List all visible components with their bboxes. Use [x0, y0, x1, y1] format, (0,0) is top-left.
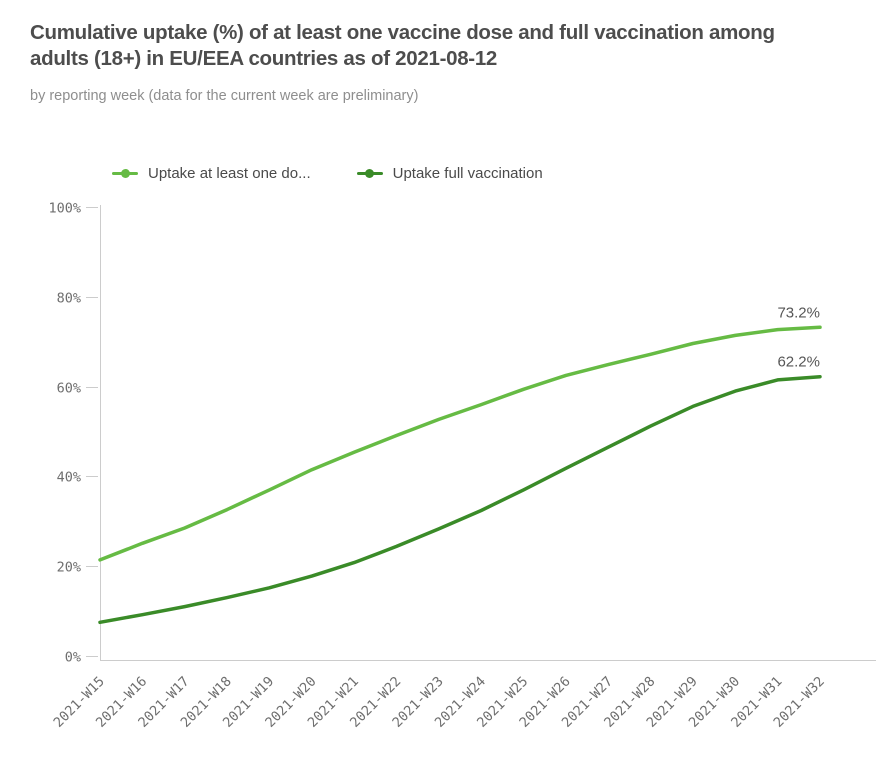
series-end-value-label: 62.2%: [777, 354, 820, 371]
y-tick-label: 80%: [57, 291, 81, 307]
y-tick-label: 60%: [57, 381, 81, 397]
series-end-value-label: 73.2%: [777, 304, 820, 321]
line-dot-marker-icon: [112, 167, 138, 179]
y-tick-label: 20%: [57, 560, 81, 576]
legend-item-one-dose: Uptake at least one do...: [112, 165, 311, 182]
y-tick-label: 100%: [48, 201, 81, 217]
line-chart: 0%20%40%60%80%100%2021-W152021-W162021-W…: [48, 201, 876, 731]
legend-label-full-vaccination: Uptake full vaccination: [392, 164, 543, 182]
legend: Uptake at least one do... Uptake full va…: [112, 160, 543, 186]
chart-subtitle: by reporting week (data for the current …: [30, 88, 419, 104]
chart-title: Cumulative uptake (%) of at least one va…: [30, 21, 775, 71]
line-dot-marker-icon: [356, 167, 383, 179]
y-tick-label: 0%: [65, 650, 81, 666]
series-line-0[interactable]: [98, 325, 822, 562]
series-line-1[interactable]: [98, 374, 822, 625]
legend-item-full-vaccination: Uptake full vaccination: [356, 164, 543, 182]
legend-label-one-dose: Uptake at least one do...: [148, 164, 311, 182]
y-tick-label: 40%: [57, 470, 81, 486]
